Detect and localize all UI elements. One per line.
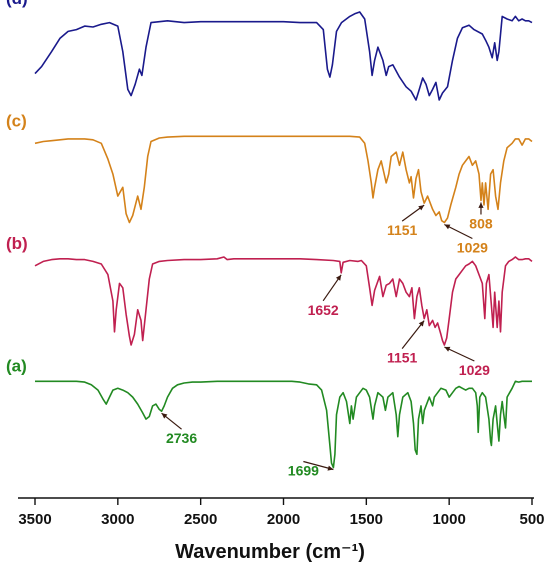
series-line-c (34, 135, 533, 224)
annotation-label-1029: 1029 (457, 240, 488, 256)
peak-annotations: 808 1151 1029 1652 1151 1029 2736 1699 (161, 202, 493, 479)
x-tick-label: 3000 (101, 511, 134, 528)
panel-label-b: (b) (6, 234, 28, 253)
x-tick-label: 1000 (432, 511, 465, 528)
annotation-arrowhead (161, 413, 168, 419)
annotation-label-808: 808 (469, 216, 493, 232)
annotation-arrowhead (444, 224, 451, 230)
panel-label-a: (a) (6, 357, 27, 376)
annotation-label-1652: 1652 (308, 302, 339, 318)
annotation-arrowhead (418, 205, 425, 211)
panel-labels: (d) (c) (b) (a) (6, 0, 28, 376)
panel-label-c: (c) (6, 112, 27, 131)
annotation-label-1699: 1699 (288, 463, 319, 479)
annotation-arrow (401, 320, 425, 349)
annotation-arrowhead (335, 274, 342, 281)
x-tick-label: 2000 (267, 511, 300, 528)
annotation-label-1029: 1029 (459, 362, 490, 378)
panel-label-d: (d) (6, 0, 28, 8)
annotation-arrowhead (478, 202, 484, 208)
series-line-b (34, 256, 533, 346)
x-tick-label: 1500 (350, 511, 383, 528)
series-line-a (35, 380, 532, 469)
series-line-d (34, 11, 533, 101)
annotation-label-2736: 2736 (166, 430, 197, 446)
annotation-label-1151: 1151 (387, 350, 418, 366)
series-layer (34, 11, 533, 469)
x-tick-label: 3500 (18, 511, 51, 528)
annotation-arrowhead (418, 320, 425, 327)
x-axis-title: Wavenumber (cm⁻¹) (175, 541, 365, 563)
annotation-arrowhead (327, 465, 334, 471)
x-axis-ticks: 3500 3000 2500 2000 1500 1000 500 (18, 498, 545, 528)
annotation-arrow (444, 346, 475, 362)
annotation-label-1151: 1151 (387, 222, 418, 238)
annotation-arrowhead (444, 346, 451, 352)
x-tick-label: 2500 (184, 511, 217, 528)
x-tick-label: 500 (519, 511, 544, 528)
